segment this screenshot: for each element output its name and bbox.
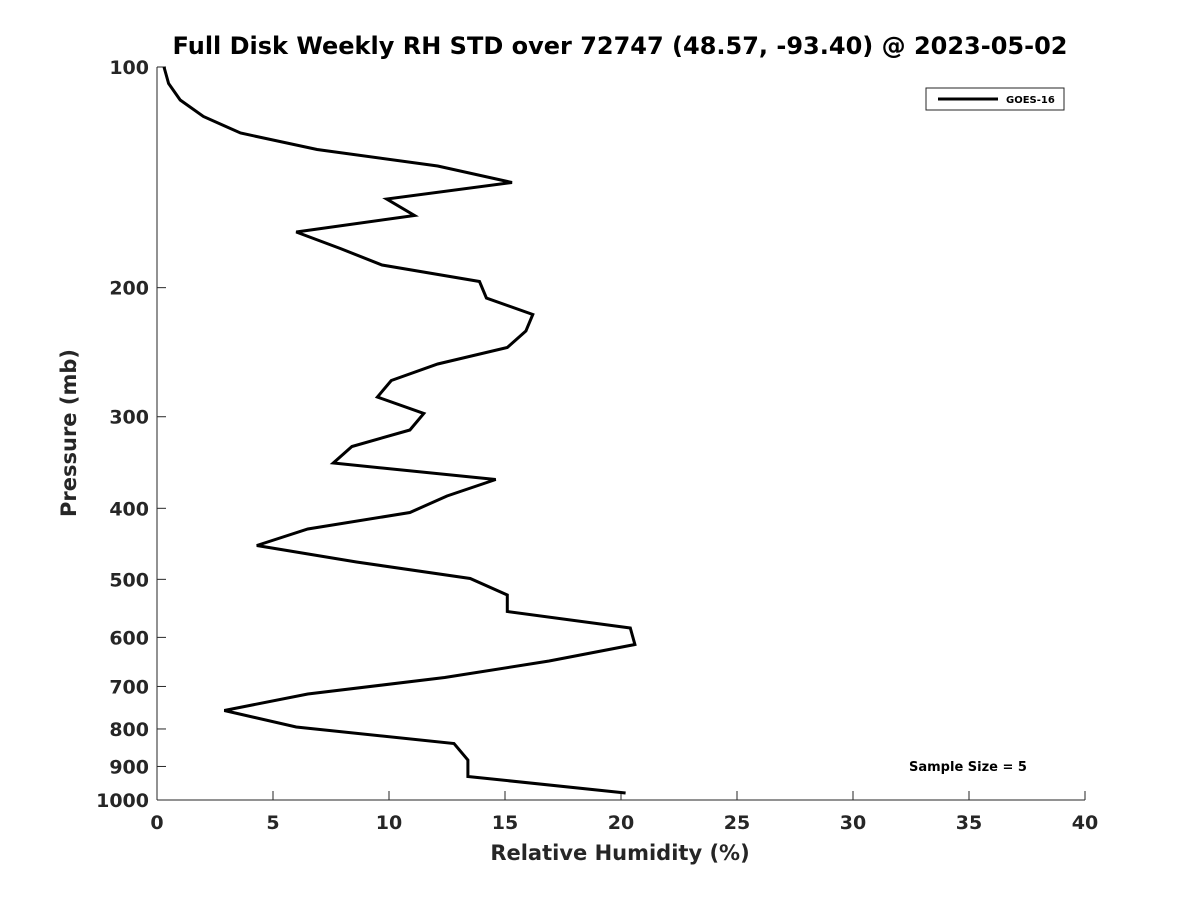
y-tick-label: 200 [109,278,149,300]
y-tick-label: 100 [109,57,149,79]
x-tick-label: 10 [376,812,402,834]
series-line-goes-16 [162,66,637,795]
x-tick-label: 35 [956,812,982,834]
x-tick-label: 15 [492,812,518,834]
y-tick-label: 600 [109,627,149,649]
legend-entry-label: GOES-16 [1006,95,1055,106]
x-tick-label: 40 [1072,812,1098,834]
y-tick-label: 500 [109,569,149,591]
series-layer [162,66,637,795]
x-tick-label: 5 [266,812,279,834]
y-tick-label: 1000 [96,790,149,812]
x-axis-ticks: 0 5 10 15 20 25 30 35 40 [150,791,1098,834]
sample-size-annotation: Sample Size = 5 [909,760,1027,775]
x-tick-label: 20 [608,812,634,834]
legend: GOES-16 [925,87,1065,111]
x-tick-label: 25 [724,812,750,834]
x-axis-label: Relative Humidity (%) [490,841,749,865]
plot-area: 0 5 10 15 20 25 30 35 40 100 200 300 400 500 600 700 80… [96,57,1098,834]
y-tick-label: 700 [109,676,149,698]
chart-title: Full Disk Weekly RH STD over 72747 (48.5… [173,32,1068,60]
y-tick-label: 900 [109,756,149,778]
x-tick-label: 0 [150,812,163,834]
y-axis-ticks: 100 200 300 400 500 600 700 800 900 1000 [96,57,166,812]
y-axis-label: Pressure (mb) [57,349,81,517]
y-tick-label: 300 [109,407,149,429]
x-tick-label: 30 [840,812,866,834]
y-tick-label: 400 [109,498,149,520]
y-tick-label: 800 [109,719,149,741]
